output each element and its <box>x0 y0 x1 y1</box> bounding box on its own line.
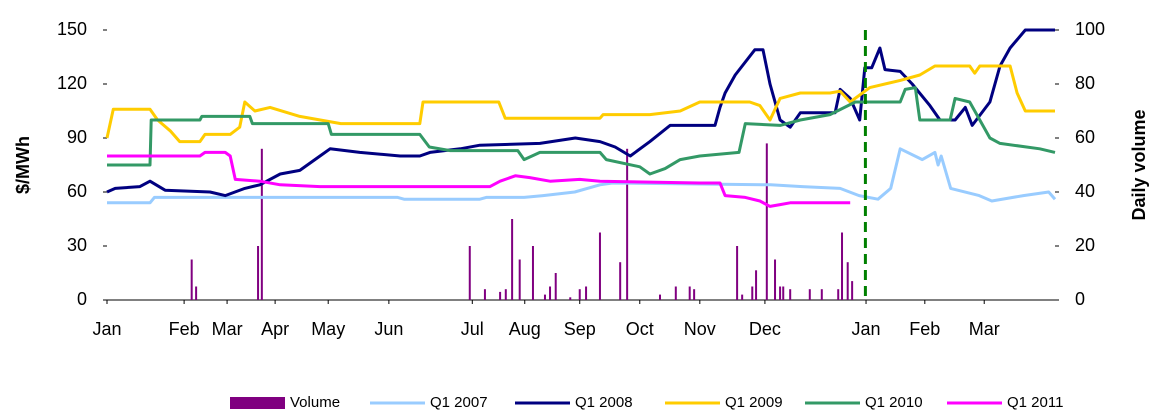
volume-bar <box>499 291 502 300</box>
legend-label: Q1 2007 <box>430 394 488 411</box>
volume-bar <box>837 289 840 300</box>
x-tick-label: Jan <box>92 319 121 339</box>
y-axis-title: $/MWh <box>13 136 33 194</box>
volume-bar <box>598 232 601 300</box>
volume-bar <box>751 286 754 300</box>
series-line <box>107 147 1057 205</box>
volume-bar <box>774 259 777 300</box>
x-tick-label: May <box>311 319 345 339</box>
legend-label: Q1 2008 <box>575 394 633 411</box>
legend-label: Q1 2009 <box>725 394 783 411</box>
series-line <box>106 28 1055 198</box>
volume-bar <box>554 273 557 300</box>
x-tick-label: Sep <box>564 319 596 339</box>
volume-bar <box>765 143 768 300</box>
y-tick-label: 60 <box>67 181 87 201</box>
y2-tick-label: 100 <box>1075 19 1105 39</box>
volume-bar <box>578 289 581 300</box>
legend-label: Volume <box>290 394 340 411</box>
volume-bar <box>755 270 758 300</box>
x-tick-label: Nov <box>684 319 716 339</box>
legend-swatch <box>230 397 285 409</box>
volume-bar <box>841 232 844 300</box>
volume-bar <box>260 148 263 300</box>
x-tick-label: Aug <box>509 319 541 339</box>
y2-tick-label: 60 <box>1075 127 1095 147</box>
volume-bar <box>511 219 514 300</box>
x-tick-label: Oct <box>626 319 654 339</box>
volume-bar <box>659 294 661 300</box>
x-tick-label: Jan <box>852 319 881 339</box>
volume-bar <box>674 286 677 300</box>
series-line <box>107 150 851 208</box>
y-tick-label: 90 <box>67 127 87 147</box>
x-tick-label: Mar <box>212 319 243 339</box>
legend: Volume Q1 2007 Q1 2008 Q1 2009 Q1 2010 Q1 201… <box>230 394 1063 411</box>
x-tick-label: Feb <box>909 319 940 339</box>
volume-bar <box>820 289 823 300</box>
volume-bar <box>483 289 486 300</box>
x-tick-label: Jul <box>461 319 484 339</box>
volume-bar <box>190 259 193 300</box>
volume-bar <box>693 289 696 300</box>
y2-axis-title: Daily volume <box>1129 109 1149 220</box>
volume-bar <box>846 262 849 300</box>
series-line <box>107 86 1056 176</box>
volume-bar <box>851 281 854 300</box>
volume-bar <box>195 286 198 300</box>
y2-tick-label: 40 <box>1075 181 1095 201</box>
legend-label: Q1 2011 <box>1007 394 1063 411</box>
y2-tick-label: 80 <box>1075 73 1095 93</box>
y-tick-label: 150 <box>57 19 87 39</box>
volume-bar <box>518 259 521 300</box>
volume-bar <box>504 289 507 300</box>
volume-bar <box>585 286 588 300</box>
volume-bar <box>736 246 739 300</box>
y-tick-label: 0 <box>77 289 87 309</box>
volume-bar <box>782 286 785 300</box>
volume-bar <box>789 289 792 300</box>
volume-bar <box>741 294 744 300</box>
volume-bar <box>531 246 534 300</box>
volume-bar <box>257 246 260 300</box>
volume-bar <box>569 297 572 300</box>
volume-bar <box>549 286 552 300</box>
volume-bar <box>779 286 782 300</box>
volume-bar <box>543 294 546 300</box>
x-tick-label: Feb <box>169 319 200 339</box>
y2-tick-label: 20 <box>1075 235 1095 255</box>
legend-label: Q1 2010 <box>865 394 923 411</box>
volume-bar <box>619 262 622 300</box>
x-tick-label: Dec <box>749 319 781 339</box>
y2-tick-label: 0 <box>1075 289 1085 309</box>
series-line <box>105 64 1055 144</box>
volume-bar <box>808 289 811 300</box>
x-tick-label: Jun <box>374 319 403 339</box>
volume-bar <box>468 246 471 300</box>
x-tick-label: Apr <box>261 319 289 339</box>
x-tick-label: Mar <box>969 319 1000 339</box>
y-tick-label: 30 <box>67 235 87 255</box>
y-tick-label: 120 <box>57 73 87 93</box>
volume-bar <box>688 286 691 300</box>
volume-bar <box>626 148 629 300</box>
